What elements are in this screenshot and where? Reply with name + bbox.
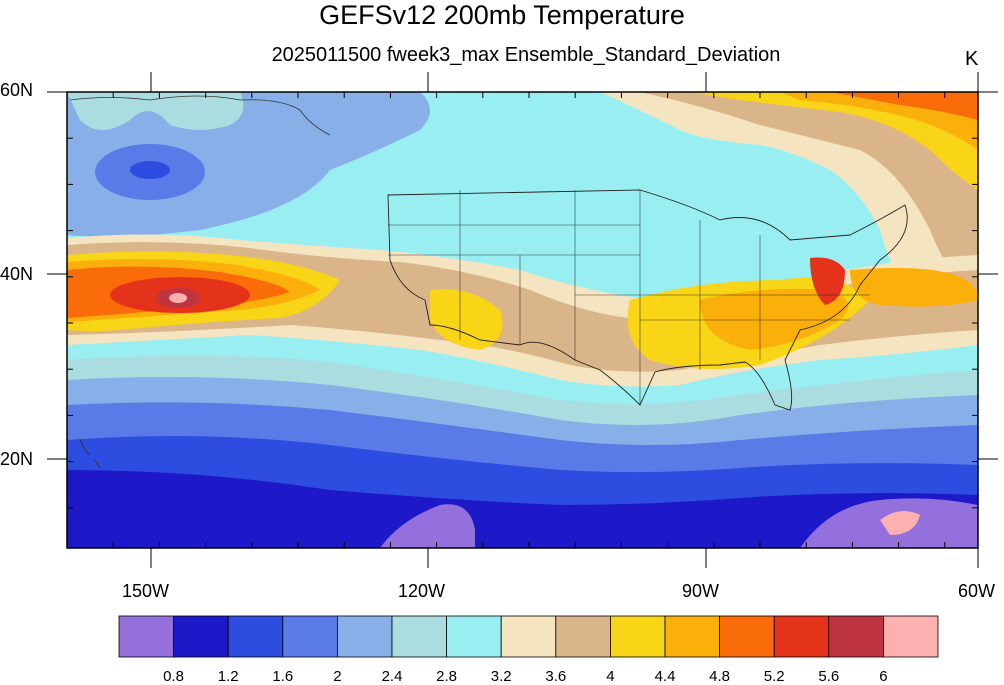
colorbar-swatch-11: [719, 615, 775, 658]
lon-label-150w: 150W: [122, 581, 170, 601]
colorbar-label: 1.2: [217, 668, 239, 685]
colorbar-label: 3.6: [545, 668, 567, 685]
colorbar-swatch-9: [610, 615, 666, 658]
colorbar-swatch-4: [336, 615, 393, 658]
colorbar-label: 3.2: [490, 668, 512, 685]
colorbar-label: 2.4: [381, 668, 403, 685]
lat-label-40n: 40N: [0, 264, 34, 284]
colorbar-swatch-1: [173, 615, 229, 658]
colorbar: [118, 615, 939, 658]
temperature-std-field: [67, 92, 978, 548]
colorbar-label: 0.8: [163, 668, 185, 685]
colorbar-swatch-3: [282, 615, 338, 658]
colorbar-swatch-8: [555, 615, 611, 658]
colorbar-label: 4.8: [709, 668, 731, 685]
colorbar-label: 4: [606, 668, 615, 685]
lat-label-20n: 20N: [0, 449, 34, 469]
colorbar-swatch-5: [391, 615, 447, 658]
colorbar-label: 1.6: [272, 668, 294, 685]
colorbar-swatch-6: [446, 615, 502, 658]
colorbar-swatch-2: [227, 615, 284, 658]
colorbar-label: 5.6: [818, 668, 840, 685]
colorbar-swatch-0: [118, 615, 174, 658]
colorbar-swatch-12: [773, 615, 830, 658]
chart-title: GEFSv12 200mb Temperature: [319, 0, 685, 30]
colorbar-swatch-13: [828, 615, 884, 658]
colorbar-label: 2.8: [436, 668, 458, 685]
colorbar-label: 5.2: [763, 668, 785, 685]
colorbar-label: 6: [879, 668, 888, 685]
lon-label-60w: 60W: [958, 581, 996, 601]
colorbar-swatch-14: [883, 615, 939, 658]
colorbar-label: 4.4: [654, 668, 676, 685]
chart-subtitle: 2025011500 fweek3_max Ensemble_Standard_…: [271, 44, 781, 66]
colorbar-swatch-7: [500, 615, 557, 658]
lon-label-90w: 90W: [682, 581, 720, 601]
units-label: K: [965, 48, 979, 70]
lat-label-60n: 60N: [0, 80, 34, 100]
colorbar-label: 2: [333, 668, 342, 685]
lon-label-120w: 120W: [398, 581, 446, 601]
colorbar-swatch-10: [664, 615, 720, 658]
